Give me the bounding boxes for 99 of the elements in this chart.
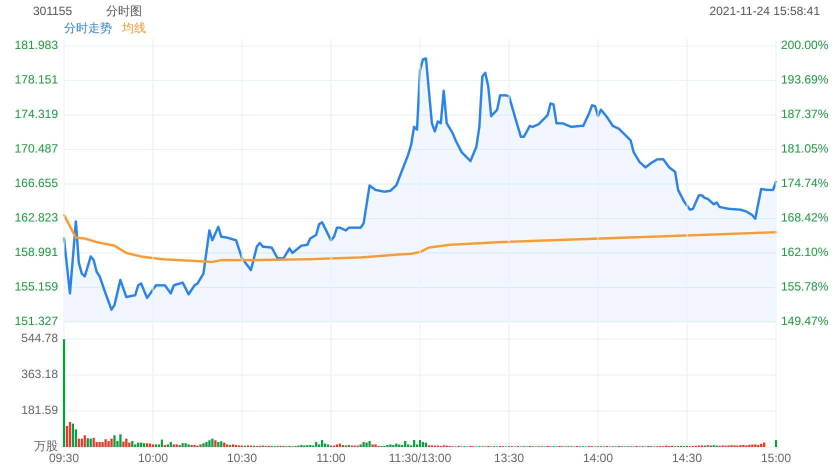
- y-tick-label: 544.78: [21, 331, 58, 346]
- bar: [412, 440, 416, 447]
- bar: [362, 442, 365, 447]
- bar: [202, 443, 205, 447]
- y-tick-label: 363.18: [21, 367, 58, 382]
- line-series: [62, 214, 778, 264]
- y2-tick-label: 162.10%: [781, 245, 829, 260]
- bar: [318, 444, 320, 447]
- bar: [140, 442, 142, 447]
- bar: [176, 444, 178, 447]
- bar: [184, 443, 187, 447]
- bar: [101, 442, 104, 447]
- x-tick-label: 13:30: [494, 451, 524, 466]
- bar: [142, 443, 146, 447]
- x-tick-label: 10:00: [138, 451, 168, 466]
- bar: [220, 441, 222, 447]
- bar: [315, 442, 318, 447]
- bar: [146, 443, 148, 447]
- bar: [338, 444, 342, 447]
- y-tick-label: 158.991: [14, 245, 58, 260]
- bar: [128, 442, 130, 447]
- bar: [166, 444, 169, 447]
- bar: [395, 444, 398, 447]
- x-tick-label: 09:30: [48, 451, 80, 466]
- x-tick-label: 14:30: [672, 451, 702, 466]
- bar: [774, 440, 778, 447]
- bar: [125, 438, 128, 447]
- y2-tick-label: 187.37%: [781, 107, 829, 122]
- y2-tick-label: 174.74%: [781, 176, 829, 190]
- y-tick-label: 151.327: [14, 314, 58, 328]
- bar: [107, 441, 110, 447]
- bar: [66, 426, 68, 447]
- bar: [214, 440, 216, 447]
- bar: [324, 444, 326, 447]
- x-tick-label: 11:30/13:00: [388, 451, 452, 466]
- bar: [110, 438, 113, 447]
- bar: [160, 440, 164, 447]
- y2-tick-label: 168.42%: [781, 210, 829, 225]
- bar: [78, 438, 80, 447]
- bar: [68, 422, 72, 447]
- y2-tick-label: 200.00%: [781, 38, 829, 52]
- bar: [131, 441, 134, 447]
- x-tick-label: 15:00: [760, 451, 792, 466]
- text: 均线: [121, 21, 146, 36]
- y-tick-label: 181.59: [21, 403, 58, 418]
- bar: [365, 442, 368, 447]
- x-tick-label: 14:00: [582, 451, 614, 466]
- bar: [407, 444, 410, 447]
- bar: [223, 442, 226, 447]
- text: 分时走势: [64, 21, 112, 36]
- bar: [754, 444, 756, 447]
- bar: [760, 444, 762, 447]
- bar: [763, 442, 766, 447]
- bar: [211, 438, 214, 447]
- bar: [72, 424, 74, 447]
- x-tick-label: 11:00: [316, 451, 346, 466]
- y2-tick-label: 181.05%: [781, 142, 829, 156]
- bar: [122, 442, 124, 447]
- bar: [148, 444, 152, 447]
- bar: [217, 442, 220, 447]
- x-tick-label: 10:30: [226, 451, 258, 466]
- bar: [422, 442, 424, 447]
- y-tick-label: 174.319: [14, 107, 58, 122]
- y-tick-label: 178.151: [14, 72, 58, 87]
- bar: [98, 442, 101, 447]
- bar: [360, 444, 362, 447]
- bar: [137, 442, 140, 447]
- bar: [320, 440, 324, 447]
- bar: [418, 440, 422, 447]
- bar: [134, 444, 136, 447]
- bar: [424, 442, 428, 447]
- bar: [205, 442, 208, 447]
- text: 2021-11-24 15:58:41: [709, 4, 820, 18]
- y2-tick-label: 149.47%: [781, 314, 829, 328]
- bar: [62, 339, 66, 447]
- y2-tick-label: 155.78%: [781, 280, 829, 294]
- text: 301155: [33, 4, 72, 18]
- y-tick-label: 170.487: [14, 142, 58, 156]
- y-tick-label: 166.655: [14, 176, 58, 190]
- bar: [86, 438, 89, 447]
- bar: [182, 443, 184, 447]
- bar: [80, 438, 83, 447]
- bar: [92, 438, 95, 447]
- bar: [172, 444, 175, 447]
- bar: [96, 442, 98, 447]
- bar: [404, 441, 406, 447]
- bar: [389, 444, 392, 447]
- y2-tick-label: 193.69%: [781, 72, 829, 87]
- bar: [398, 444, 400, 447]
- bar: [368, 441, 371, 447]
- bar: [170, 442, 172, 447]
- y-tick-label: 万股: [34, 439, 58, 454]
- chart-title: 分时图: [106, 4, 142, 18]
- bar: [226, 444, 228, 447]
- y-tick-label: 181.983: [14, 38, 58, 52]
- bar: [90, 438, 92, 447]
- y-tick-label: 162.823: [14, 210, 58, 225]
- bar: [84, 435, 86, 447]
- y-tick-label: 155.159: [14, 280, 58, 294]
